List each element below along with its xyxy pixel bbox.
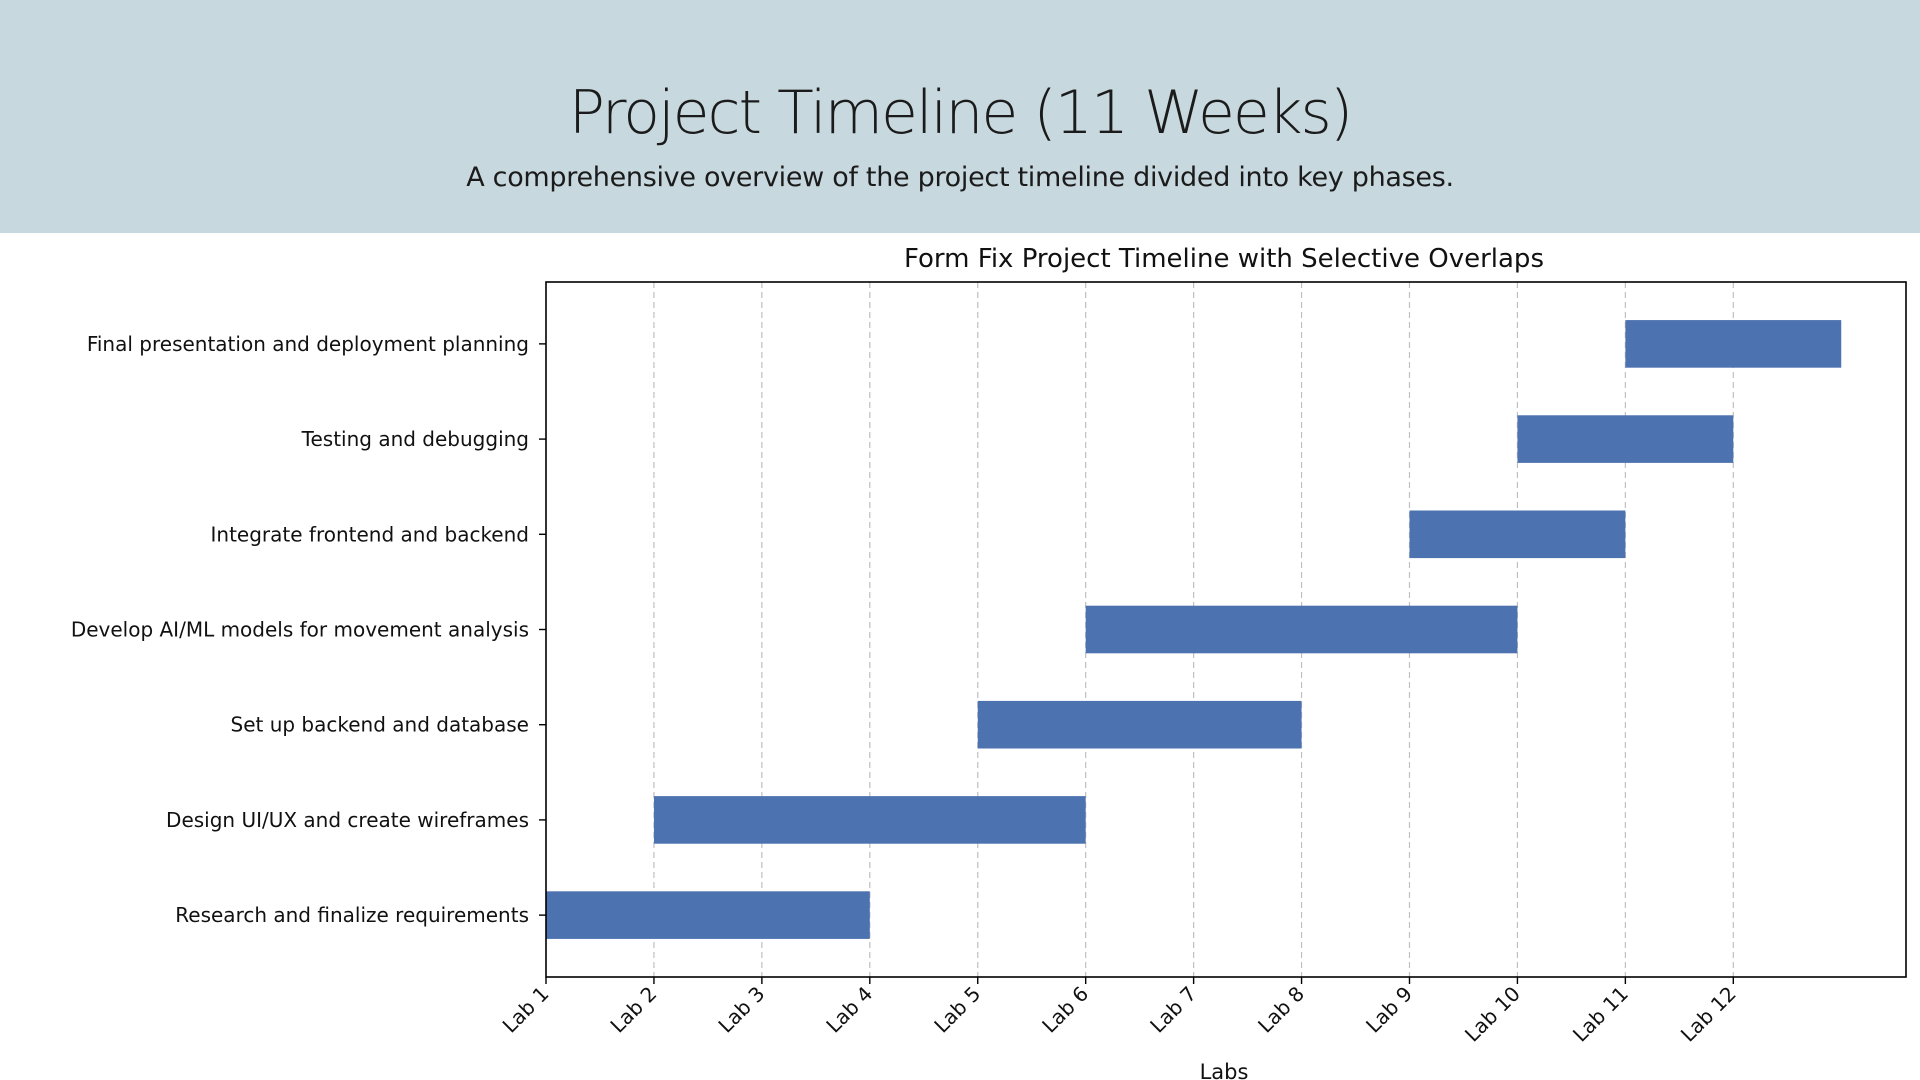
task-bars <box>546 320 1842 939</box>
task-bar <box>546 891 870 939</box>
y-tick-label: Design UI/UX and create wireframes <box>166 808 529 832</box>
header-band: Project Timeline (11 Weeks) A comprehens… <box>0 0 1920 233</box>
y-tick-label: Set up backend and database <box>231 713 530 737</box>
x-tick-label: Lab 4 <box>821 982 877 1038</box>
y-axis: Research and finalize requirements Design… <box>71 332 546 927</box>
page-title: Project Timeline (11 Weeks) <box>568 78 1353 148</box>
x-tick-label: Lab 8 <box>1253 982 1309 1038</box>
task-bar <box>1085 605 1518 654</box>
x-tick-label: Lab 7 <box>1145 982 1201 1038</box>
x-tick-label: Lab 3 <box>713 982 769 1038</box>
x-tick-label: Lab 6 <box>1037 982 1093 1038</box>
y-tick-label: Final presentation and deployment planni… <box>87 332 529 356</box>
task-bar <box>1517 415 1734 463</box>
x-tick-label: Lab 2 <box>605 982 661 1038</box>
gantt-chart: Form Fix Project Timeline with Selective… <box>71 244 1907 1080</box>
task-bar <box>1409 510 1626 559</box>
task-bar <box>977 700 1302 749</box>
y-tick-label: Develop AI/ML models for movement analys… <box>71 618 529 642</box>
x-axis-label: Labs <box>1200 1060 1249 1080</box>
chart-title: Form Fix Project Timeline with Selective… <box>904 244 1544 274</box>
x-tick-label: Lab 9 <box>1361 982 1417 1038</box>
x-tick-label: Lab 11 <box>1568 982 1633 1047</box>
y-tick-label: Research and finalize requirements <box>175 903 529 927</box>
task-bar <box>1625 320 1842 368</box>
page-subtitle: A comprehensive overview of the project … <box>466 162 1454 193</box>
x-axis: Lab 1 Lab 2 Lab 3 Lab 4 Lab 5 Lab 6 Lab 7 Lab 8… <box>498 977 1741 1047</box>
y-tick-label: Testing and debugging <box>301 427 529 451</box>
grid-lines <box>653 282 1734 977</box>
x-tick-label: Lab 12 <box>1676 982 1741 1047</box>
task-bar <box>653 796 1086 844</box>
x-tick-label: Lab 10 <box>1460 982 1525 1047</box>
x-tick-label: Lab 1 <box>498 982 554 1038</box>
y-tick-label: Integrate frontend and backend <box>211 522 530 546</box>
x-tick-label: Lab 5 <box>929 982 985 1038</box>
